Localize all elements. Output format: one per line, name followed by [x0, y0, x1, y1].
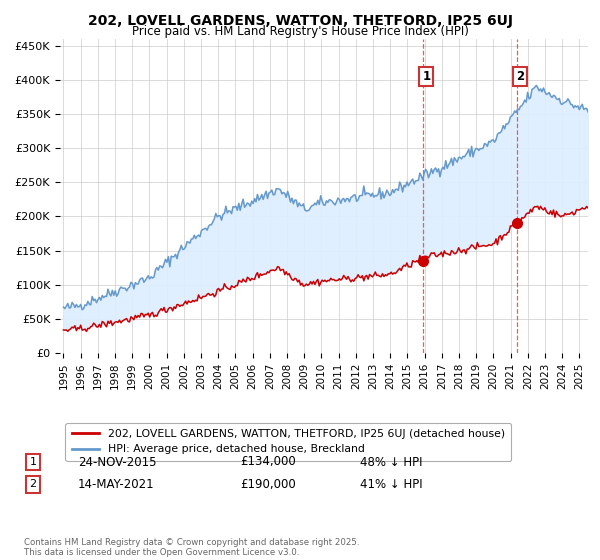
Text: 14-MAY-2021: 14-MAY-2021: [78, 478, 155, 491]
Text: 24-NOV-2015: 24-NOV-2015: [78, 455, 157, 469]
Text: 2: 2: [29, 479, 37, 489]
Text: 2: 2: [517, 70, 524, 83]
Text: £134,000: £134,000: [240, 455, 296, 469]
Text: Price paid vs. HM Land Registry's House Price Index (HPI): Price paid vs. HM Land Registry's House …: [131, 25, 469, 38]
Text: 1: 1: [422, 70, 430, 83]
Text: £190,000: £190,000: [240, 478, 296, 491]
Legend: 202, LOVELL GARDENS, WATTON, THETFORD, IP25 6UJ (detached house), HPI: Average p: 202, LOVELL GARDENS, WATTON, THETFORD, I…: [65, 422, 511, 461]
Text: 48% ↓ HPI: 48% ↓ HPI: [360, 455, 422, 469]
Text: Contains HM Land Registry data © Crown copyright and database right 2025.
This d: Contains HM Land Registry data © Crown c…: [24, 538, 359, 557]
Text: 41% ↓ HPI: 41% ↓ HPI: [360, 478, 422, 491]
Text: 1: 1: [29, 457, 37, 467]
Text: 202, LOVELL GARDENS, WATTON, THETFORD, IP25 6UJ: 202, LOVELL GARDENS, WATTON, THETFORD, I…: [88, 14, 512, 28]
